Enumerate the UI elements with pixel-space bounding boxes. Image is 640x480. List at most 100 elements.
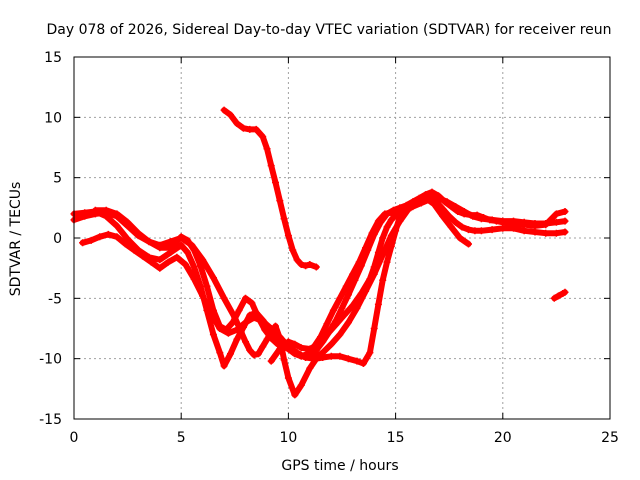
data-point (306, 261, 314, 268)
data-point (374, 249, 382, 256)
data-point (209, 274, 217, 282)
data-point (445, 212, 453, 220)
chart-title: Day 078 of 2026, Sidereal Day-to-day VTE… (46, 22, 611, 38)
y-tick-label: 5 (53, 171, 62, 187)
series-track-f (220, 106, 320, 271)
data-point (242, 294, 249, 302)
data-point (488, 226, 496, 234)
data-point (302, 262, 310, 270)
data-point (340, 311, 348, 319)
data-point (259, 343, 267, 351)
data-point (224, 329, 232, 337)
data-point (124, 218, 132, 226)
data-point (469, 212, 477, 220)
data-point (306, 364, 314, 372)
data-point (280, 215, 288, 223)
data-point (289, 246, 297, 254)
data-point (246, 125, 254, 133)
data-point (293, 256, 301, 264)
data-point (280, 356, 288, 364)
series-trace (221, 107, 320, 270)
data-point (362, 244, 370, 252)
data-point (237, 328, 245, 336)
data-point (510, 217, 517, 225)
data-point (113, 233, 121, 241)
data-point (552, 218, 560, 226)
data-point (297, 381, 305, 389)
data-point (291, 340, 299, 348)
data-point (353, 304, 361, 312)
data-point (164, 258, 172, 266)
data-point (254, 350, 262, 358)
data-point (447, 223, 455, 231)
data-point (272, 322, 279, 330)
data-point (167, 249, 174, 256)
data-point (368, 229, 376, 237)
data-point (314, 340, 322, 348)
data-point (332, 321, 340, 329)
data-point (477, 215, 485, 223)
data-point (284, 232, 292, 240)
data-point (379, 276, 387, 284)
data-point (242, 338, 249, 346)
data-point (276, 197, 284, 205)
data-point (250, 351, 258, 359)
data-point (383, 223, 391, 231)
data-point (488, 216, 496, 224)
x-tick-label: 10 (279, 430, 297, 446)
data-point (216, 325, 224, 332)
data-point (248, 299, 256, 307)
data-point (452, 218, 460, 226)
data-point (465, 226, 472, 234)
data-point (259, 133, 267, 141)
series-track-g (550, 288, 569, 302)
grid-lines (74, 57, 610, 419)
data-point (383, 258, 391, 266)
data-point (499, 224, 507, 232)
data-point (349, 302, 357, 310)
series-track-e (267, 194, 569, 365)
series-track-d (91, 204, 412, 399)
y-tick-label: 15 (44, 50, 62, 66)
data-point (252, 309, 260, 317)
y-tick-label: 0 (53, 231, 62, 247)
data-point (355, 258, 363, 266)
data-point (134, 229, 142, 237)
data-point (471, 227, 479, 235)
data-point (342, 282, 350, 290)
data-point (323, 320, 331, 328)
data-point (276, 334, 284, 342)
data-point (156, 241, 164, 249)
data-point (227, 350, 234, 358)
data-point (344, 319, 352, 326)
data-point (552, 210, 560, 218)
data-point (203, 282, 211, 290)
data-point (428, 188, 436, 196)
data-point (104, 230, 112, 238)
data-point (387, 216, 395, 224)
x-tick-label: 5 (177, 430, 186, 446)
data-point (452, 203, 460, 211)
data-point (374, 300, 382, 308)
data-point (199, 256, 207, 264)
data-point (344, 355, 352, 363)
data-point (555, 292, 562, 300)
data-point (552, 229, 560, 237)
data-point (233, 119, 241, 127)
data-point (327, 340, 335, 348)
data-point (188, 241, 196, 249)
data-point (113, 210, 121, 218)
data-point (550, 294, 558, 302)
data-point (531, 228, 539, 236)
data-point (293, 349, 301, 357)
data-point (458, 223, 466, 231)
data-point (122, 240, 129, 248)
y-tick-label: -15 (39, 412, 62, 428)
data-point (297, 261, 305, 268)
data-point (156, 264, 164, 272)
data-point (207, 310, 215, 318)
data-point (344, 291, 352, 299)
data-point (520, 227, 528, 235)
data-point (220, 106, 228, 114)
data-point (252, 125, 260, 133)
